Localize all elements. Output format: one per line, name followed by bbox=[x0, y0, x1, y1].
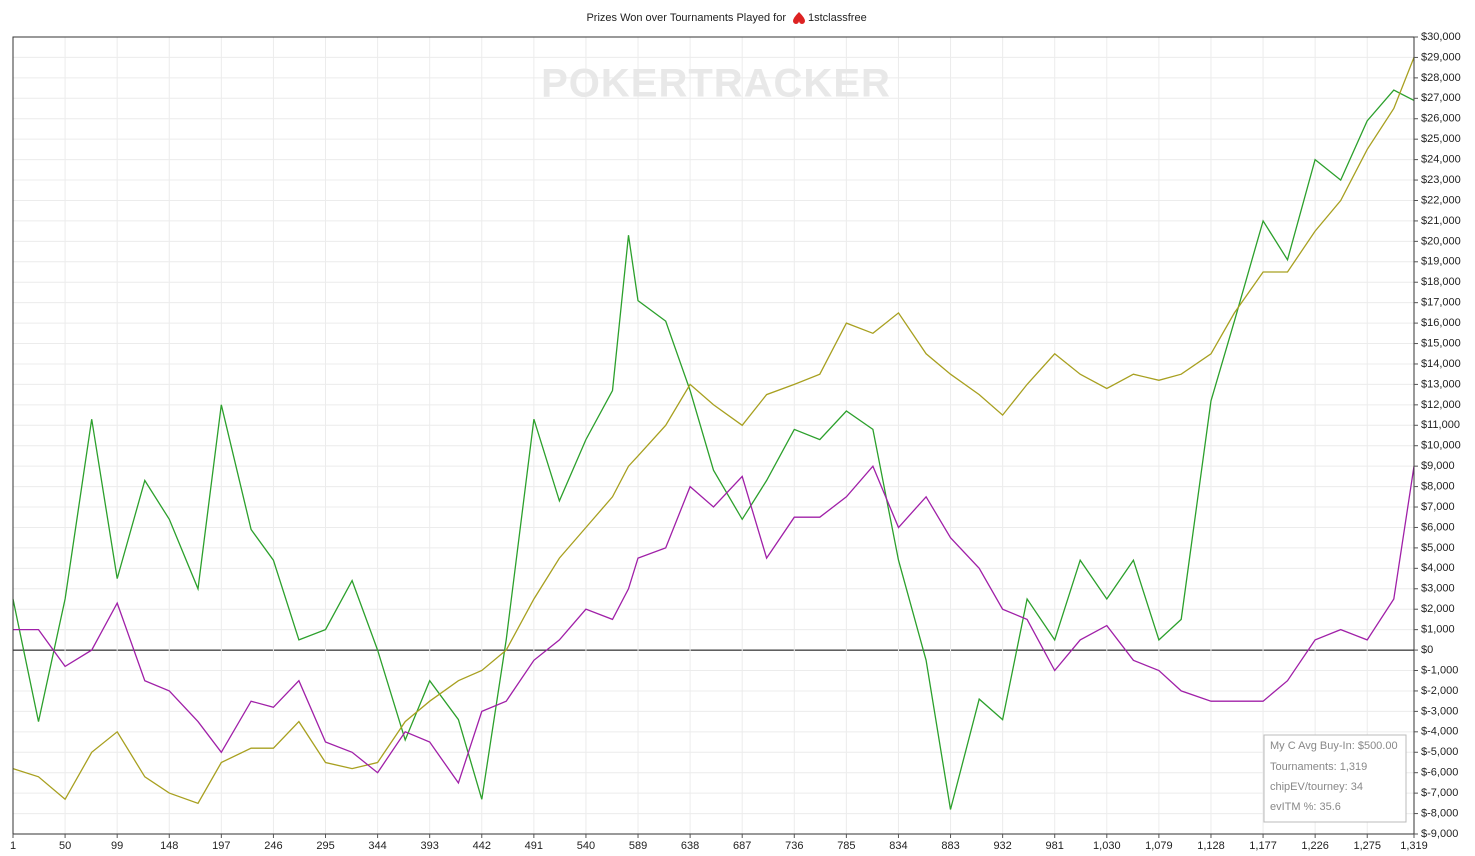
y-tick-label: $1,000 bbox=[1421, 624, 1455, 636]
y-tick-label: $30,000 bbox=[1421, 31, 1461, 43]
x-tick-label: 834 bbox=[889, 840, 907, 852]
x-tick-label: 540 bbox=[577, 840, 595, 852]
y-tick-label: $-2,000 bbox=[1421, 685, 1458, 697]
x-tick-label: 785 bbox=[837, 840, 855, 852]
y-tick-label: $5,000 bbox=[1421, 542, 1455, 554]
x-tick-label: 1,177 bbox=[1249, 840, 1277, 852]
stat-line: Tournaments: 1,319 bbox=[1270, 761, 1367, 773]
y-tick-label: $10,000 bbox=[1421, 440, 1461, 452]
y-tick-label: $12,000 bbox=[1421, 399, 1461, 411]
y-tick-label: $-6,000 bbox=[1421, 767, 1458, 779]
y-tick-label: $28,000 bbox=[1421, 72, 1461, 84]
x-tick-label: 638 bbox=[681, 840, 699, 852]
y-tick-label: $-9,000 bbox=[1421, 828, 1458, 840]
y-tick-label: $16,000 bbox=[1421, 317, 1461, 329]
watermark: POKERTRACKER bbox=[541, 62, 891, 106]
x-tick-label: 344 bbox=[368, 840, 386, 852]
y-tick-label: $3,000 bbox=[1421, 583, 1455, 595]
stat-line: evITM %: 35.6 bbox=[1270, 801, 1341, 813]
y-tick-label: $7,000 bbox=[1421, 501, 1455, 513]
series-line bbox=[12, 89, 1415, 810]
y-tick-label: $-4,000 bbox=[1421, 726, 1458, 738]
y-tick-label: $13,000 bbox=[1421, 378, 1461, 390]
y-tick-label: $6,000 bbox=[1421, 521, 1455, 533]
stats-box bbox=[1263, 734, 1407, 823]
y-tick-label: $-7,000 bbox=[1421, 787, 1458, 799]
x-tick-label: 589 bbox=[629, 840, 647, 852]
y-tick-label: $26,000 bbox=[1421, 113, 1461, 125]
x-tick-label: 932 bbox=[993, 840, 1011, 852]
y-tick-label: $-1,000 bbox=[1421, 664, 1458, 676]
y-tick-label: $4,000 bbox=[1421, 562, 1455, 574]
x-tick-label: 1,226 bbox=[1301, 840, 1329, 852]
x-tick-label: 1,128 bbox=[1197, 840, 1225, 852]
x-tick-label: 1,319 bbox=[1400, 840, 1428, 852]
y-tick-label: $11,000 bbox=[1421, 419, 1460, 431]
x-tick-label: 197 bbox=[212, 840, 230, 852]
y-tick-label: $0 bbox=[1421, 644, 1433, 656]
y-tick-label: $8,000 bbox=[1421, 480, 1455, 492]
x-tick-label: 295 bbox=[316, 840, 334, 852]
y-tick-label: $20,000 bbox=[1421, 235, 1461, 247]
x-tick-label: 99 bbox=[111, 840, 123, 852]
y-tick-label: $21,000 bbox=[1421, 215, 1461, 227]
y-tick-label: $17,000 bbox=[1421, 297, 1461, 309]
y-tick-label: $-5,000 bbox=[1421, 746, 1458, 758]
y-tick-label: $27,000 bbox=[1421, 92, 1461, 104]
grid bbox=[12, 36, 1415, 835]
stat-line: My C Avg Buy-In: $500.00 bbox=[1270, 740, 1398, 752]
x-tick-label: 1 bbox=[10, 840, 16, 852]
y-tick-label: $25,000 bbox=[1421, 133, 1461, 145]
x-tick-label: 687 bbox=[733, 840, 751, 852]
y-tick-label: $22,000 bbox=[1421, 194, 1461, 206]
x-tick-label: 393 bbox=[421, 840, 439, 852]
x-tick-label: 883 bbox=[941, 840, 959, 852]
y-tick-label: $19,000 bbox=[1421, 256, 1461, 268]
y-tick-label: $2,000 bbox=[1421, 603, 1455, 615]
x-tick-label: 1,030 bbox=[1093, 840, 1121, 852]
spade-icon bbox=[793, 12, 805, 24]
x-tick-label: 1,275 bbox=[1353, 840, 1381, 852]
chart-title: Prizes Won over Tournaments Played for bbox=[586, 12, 786, 24]
x-tick-label: 736 bbox=[785, 840, 803, 852]
player-name: 1stclassfree bbox=[808, 12, 867, 24]
y-tick-label: $-8,000 bbox=[1421, 807, 1458, 819]
plot-frame bbox=[12, 36, 1415, 835]
y-tick-label: $18,000 bbox=[1421, 276, 1461, 288]
x-tick-label: 442 bbox=[473, 840, 491, 852]
y-tick-label: $15,000 bbox=[1421, 337, 1461, 349]
series-line bbox=[13, 464, 1415, 785]
y-tick-label: $9,000 bbox=[1421, 460, 1455, 472]
y-tick-label: $24,000 bbox=[1421, 154, 1461, 166]
x-tick-label: 491 bbox=[525, 840, 543, 852]
x-tick-label: 148 bbox=[160, 840, 178, 852]
y-tick-label: $23,000 bbox=[1421, 174, 1461, 186]
y-tick-label: $-3,000 bbox=[1421, 705, 1458, 717]
series-line bbox=[12, 57, 1415, 805]
stat-line: chipEV/tourney: 34 bbox=[1270, 781, 1363, 793]
y-tick-label: $29,000 bbox=[1421, 51, 1461, 63]
x-tick-label: 981 bbox=[1046, 840, 1064, 852]
x-tick-label: 246 bbox=[264, 840, 282, 852]
x-tick-label: 50 bbox=[59, 840, 71, 852]
lines bbox=[12, 57, 1415, 810]
x-tick-label: 1,079 bbox=[1145, 840, 1173, 852]
y-tick-label: $14,000 bbox=[1421, 358, 1461, 370]
